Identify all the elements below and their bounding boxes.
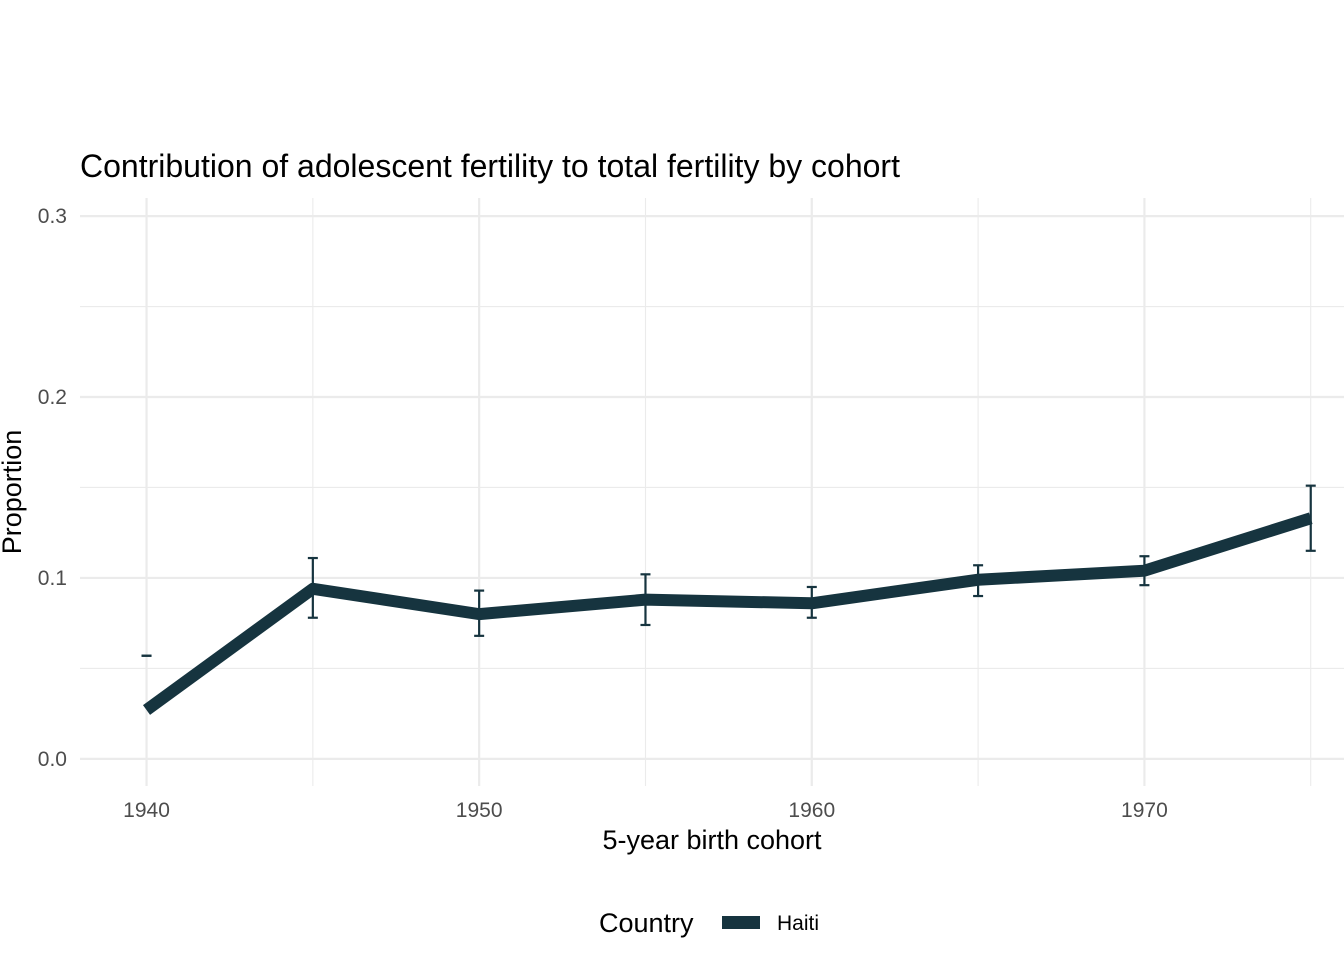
x-tick-label: 1960 bbox=[788, 799, 835, 822]
chart-title: Contribution of adolescent fertility to … bbox=[80, 148, 900, 184]
x-tick-label: 1950 bbox=[456, 799, 503, 822]
grid bbox=[80, 198, 1344, 786]
x-tick-label: 1940 bbox=[123, 799, 170, 822]
y-tick-label: 0.2 bbox=[38, 386, 67, 409]
series-line-haiti bbox=[142, 512, 1313, 715]
legend-key-haiti bbox=[722, 916, 760, 929]
y-tick-label: 0.1 bbox=[38, 567, 67, 590]
legend: Country Haiti bbox=[599, 908, 819, 938]
y-tick-label: 0.0 bbox=[38, 748, 67, 771]
y-axis-ticks: 0.0 0.1 0.2 0.3 bbox=[38, 205, 67, 771]
legend-title: Country bbox=[599, 908, 694, 938]
legend-label-haiti: Haiti bbox=[777, 912, 819, 935]
x-axis-title: 5-year birth cohort bbox=[602, 825, 822, 855]
x-axis-ticks: 1940 1950 1960 1970 bbox=[123, 799, 1168, 822]
y-tick-label: 0.3 bbox=[38, 205, 67, 228]
y-axis-title: Proportion bbox=[0, 430, 27, 555]
x-tick-label: 1970 bbox=[1121, 799, 1168, 822]
series-lines bbox=[142, 512, 1313, 715]
